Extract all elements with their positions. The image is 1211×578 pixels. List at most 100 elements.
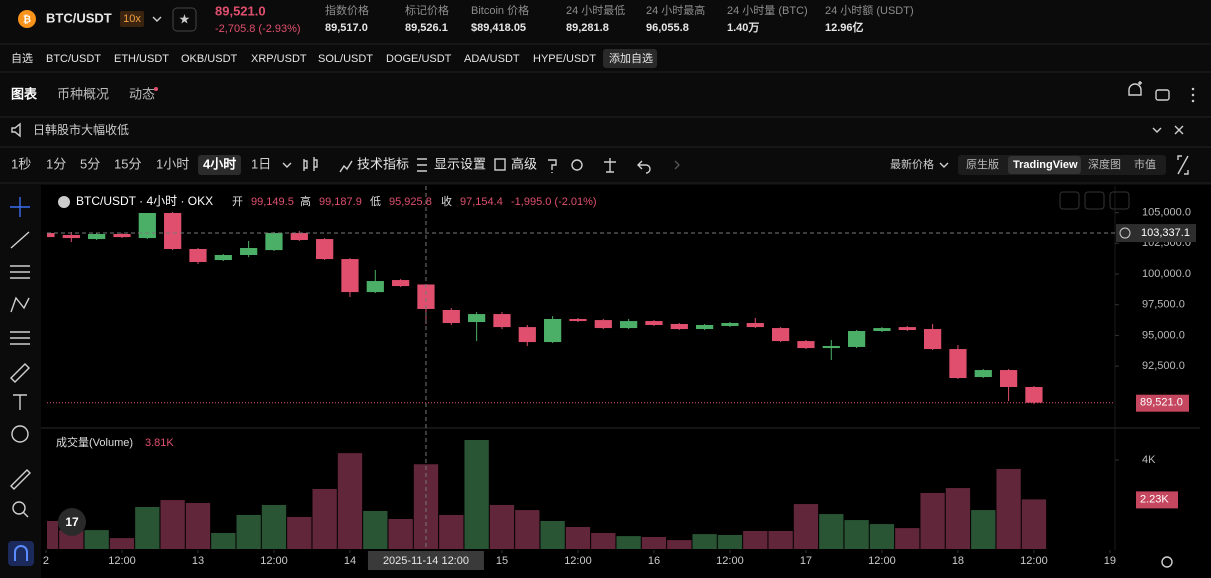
volume-bar [717,534,743,549]
candle-body [797,341,815,349]
alert-button[interactable] [1128,81,1142,96]
pair-tab[interactable]: 自选 [11,52,33,65]
volume-bar [667,540,692,549]
brush-tool[interactable] [10,363,30,383]
stat-label: 24 小时最低 [566,4,625,17]
pair-tab[interactable]: DOGE/USDT [386,53,452,65]
symbol-dropdown[interactable] [152,16,162,22]
candle-body [341,259,359,293]
volume-bar [515,510,540,549]
pair-tab[interactable]: SOL/USDT [318,53,373,65]
stat-value: 89,526.1 [405,22,448,34]
volume-bar [109,538,135,549]
pair-tab[interactable]: ADA/USDT [464,53,520,65]
indicators-icon [339,160,353,173]
view-tab[interactable]: 动态 [129,86,155,101]
volume-tick-label: 4K [1142,454,1156,466]
candle-body [1025,386,1043,403]
legend-high: 99,187.9 [319,196,362,208]
view-option[interactable]: 原生版 [966,157,999,171]
redo-button[interactable] [674,160,680,170]
last-volume-box [1136,491,1178,509]
view-option[interactable]: TradingView [1013,159,1078,171]
legend-button[interactable] [1059,191,1080,210]
replay-button[interactable] [548,159,557,173]
emoji-tool[interactable] [11,425,29,443]
x-tick-label: 12:00 [1020,555,1048,567]
volume-value: 3.81K [145,437,174,449]
volume-bar [489,504,515,549]
interval[interactable]: 1秒 [11,156,31,171]
tool-button[interactable]: 高级 [511,156,537,171]
chart-style-button[interactable] [303,157,318,171]
line-tool[interactable] [10,231,30,249]
fib-tool[interactable] [10,331,30,345]
pair-tab[interactable]: OKB/USDT [181,53,238,65]
candle-body [772,328,790,342]
fullscreen-button[interactable] [1177,155,1189,175]
tool-button[interactable]: 技术指标 [357,156,409,171]
interval[interactable]: 1小时 [156,156,189,171]
view-option[interactable]: 市值 [1134,157,1156,171]
volume-bar [743,530,768,549]
pair-tab[interactable]: ETH/USDT [114,53,169,65]
y-tick-label: 105,000.0 [1142,207,1191,219]
view-tab[interactable]: 币种概况 [57,86,109,101]
interval-selected [198,155,241,175]
x-tick-label: 14 [344,555,356,567]
candle-body [670,324,688,330]
legend-button[interactable] [1084,191,1105,210]
candle-body [923,329,942,350]
view-tab[interactable]: 图表 [11,86,38,101]
candle-body [417,284,435,309]
magnet-tool[interactable] [8,541,34,566]
pair-tab[interactable]: BTC/USDT [46,53,101,65]
layout-button[interactable] [1155,89,1170,101]
crosshair-time-label: 2025-11-14 12:00 [383,555,469,567]
volume-bar [844,520,869,549]
volume-bar [971,510,996,549]
chart-settings-button[interactable] [1161,556,1173,568]
pair-tab[interactable]: XRP/USDT [251,53,307,65]
zoom-tool[interactable] [12,501,26,515]
x-tick-label: 13 [192,555,204,567]
notification-dot [154,87,158,91]
pattern-tool[interactable] [10,296,30,313]
crosshair-tool[interactable] [10,197,30,217]
price-type[interactable]: 最新价格 [890,157,934,171]
exchange-logo [58,196,70,208]
interval[interactable]: 5分 [80,156,100,171]
candle-body [746,323,764,328]
settings-button[interactable] [571,159,583,171]
undo-button[interactable] [637,160,651,174]
y-tick-label: 100,000.0 [1142,268,1191,280]
last-price-box [1136,394,1189,412]
pair-tab[interactable]: 添加自选 [609,51,653,65]
text-tool[interactable] [13,394,27,410]
interval[interactable]: 15分 [114,156,141,171]
ruler-tool[interactable] [10,469,31,490]
candle-body [290,233,308,241]
candle-body [265,233,283,251]
volume-bar [160,500,185,549]
coin-logo-glyph: ₿ [23,14,31,26]
channel-tool[interactable] [10,265,30,279]
add-favorite-button[interactable] [603,49,657,68]
price-type-dropdown[interactable] [939,162,949,168]
legend-button[interactable] [1109,191,1130,210]
symbol[interactable]: BTC/USDT [46,10,112,25]
interval[interactable]: 1日 [251,156,271,171]
interval[interactable]: 4小时 [203,156,236,171]
interval-dropdown[interactable] [282,162,292,168]
notice-close[interactable] [1174,125,1184,135]
stat-value: 96,055.8 [646,22,689,34]
view-option[interactable]: 深度图 [1088,157,1121,171]
pair-tab[interactable]: HYPE/USDT [533,53,596,65]
favorite-button[interactable] [172,7,197,32]
tool-button[interactable]: 显示设置 [434,156,486,171]
notice-expand[interactable] [1152,127,1162,133]
volume-bar [337,453,363,549]
interval[interactable]: 1分 [46,156,66,171]
compare-button[interactable] [604,158,616,173]
